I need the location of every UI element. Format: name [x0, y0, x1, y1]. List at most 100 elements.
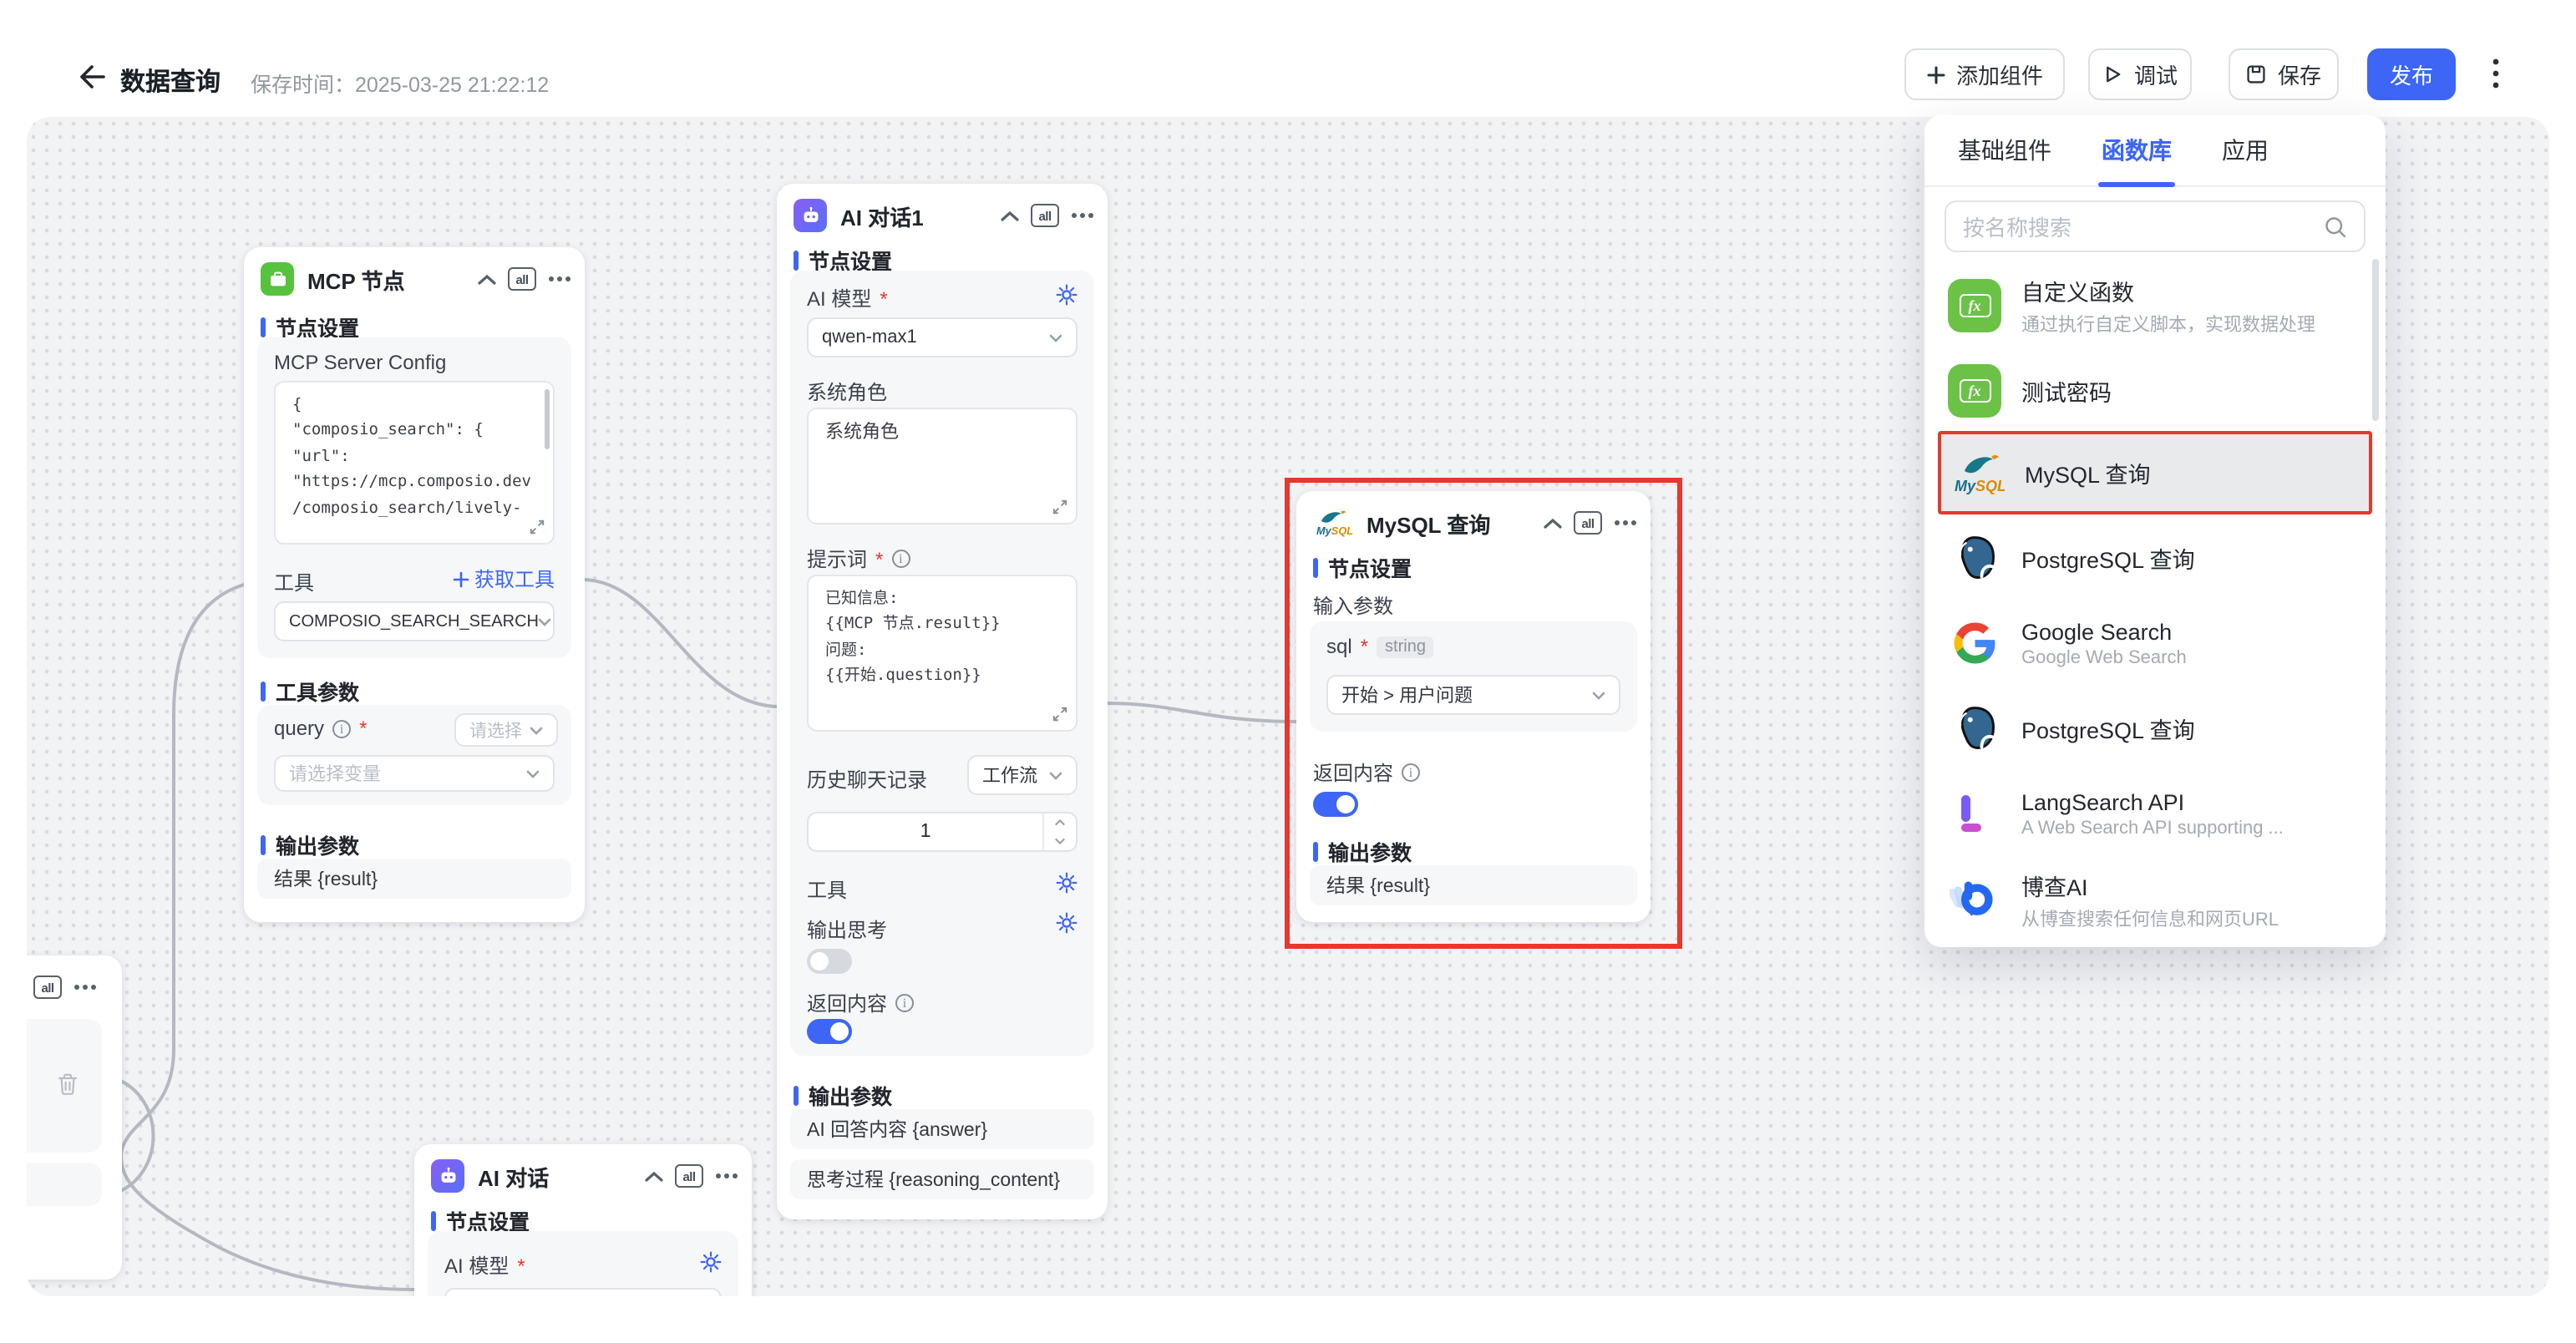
node-title: AI 对话1	[840, 205, 924, 230]
expand-icon[interactable]	[530, 519, 545, 535]
fx-icon: fx	[1948, 279, 2001, 332]
section-output-params: 输出参数	[261, 829, 359, 860]
panel-scrollbar[interactable]	[2372, 259, 2379, 421]
list-item-postgresql-query[interactable]: PostgreSQL 查询	[1938, 521, 2372, 595]
save-button[interactable]: 保存	[2229, 48, 2339, 100]
list-item-google-search[interactable]: Google Search Google Web Search	[1938, 601, 2372, 685]
ai-chat-icon	[431, 1159, 464, 1193]
fx-icon: fx	[1948, 364, 2001, 418]
history-mode-select[interactable]: 工作流	[967, 755, 1078, 795]
history-rounds-stepper[interactable]: 1	[807, 812, 1078, 852]
list-item-postgresql-query-2[interactable]: PostgreSQL 查询	[1938, 692, 2372, 765]
publish-button[interactable]: 发布	[2367, 48, 2456, 100]
list-item-test-password[interactable]: fx 测试密码	[1938, 354, 2372, 428]
search-icon	[2325, 216, 2346, 237]
svg-text:MySQL: MySQL	[1955, 478, 2005, 494]
gear-icon[interactable]	[1056, 912, 1078, 934]
stepper-down[interactable]	[1044, 832, 1076, 850]
thinking-toggle[interactable]	[807, 949, 852, 974]
output-result: 结果 {result}	[257, 859, 571, 899]
tab-applications[interactable]: 应用	[2222, 137, 2269, 164]
back-button[interactable]	[77, 63, 107, 99]
edge-left-hook	[115, 1077, 155, 1194]
stepper-up[interactable]	[1044, 813, 1076, 832]
svg-text:MySQL: MySQL	[1316, 525, 1353, 537]
mcp-config-textarea[interactable]: { "composio_search": { "url": "https://m…	[274, 381, 555, 545]
model-select[interactable]: qwen-max1	[807, 317, 1078, 357]
stepper-buttons[interactable]	[1042, 813, 1076, 850]
play-icon	[2107, 66, 2122, 83]
run-all-icon[interactable]: all	[1574, 511, 1602, 535]
plus-icon	[453, 570, 469, 587]
model-select[interactable]: qwen-max	[444, 1288, 722, 1296]
node-mysql-query[interactable]: MySQL MySQL 查询 all 节点设置 输入参数 sql * string…	[1296, 491, 1651, 922]
section-output-params: 输出参数	[1313, 835, 1412, 867]
tools-label: 工具	[274, 571, 315, 595]
node-more-icon[interactable]	[1614, 519, 1637, 526]
return-content-toggle[interactable]	[807, 1019, 852, 1044]
node-more-icon[interactable]	[548, 276, 571, 282]
expand-icon[interactable]	[1052, 707, 1067, 722]
tab-function-library[interactable]: 函数库	[2102, 137, 2172, 164]
top-bar: 数据查询 保存时间：2025-03-25 21:22:12 添加组件 调试 保存…	[0, 0, 2576, 117]
gear-icon[interactable]	[1056, 872, 1078, 894]
return-content-label: 返回内容 i	[807, 989, 915, 1017]
collapse-icon[interactable]	[645, 1170, 663, 1182]
ai2-settings-panel: AI 模型* qwen-max	[428, 1231, 738, 1296]
info-icon: i	[891, 550, 910, 568]
run-all-icon[interactable]: all	[675, 1164, 703, 1188]
prompt-textarea[interactable]: 已知信息: {{MCP 节点.result}} 问题: {{开始.questio…	[807, 575, 1078, 732]
back-arrow-icon	[80, 65, 105, 89]
list-item-bocha-ai[interactable]: 博查AI 从博查搜索任何信息和网页URL	[1938, 859, 2372, 942]
section-node-settings: 节点设置	[431, 1204, 530, 1236]
node-ai-chat[interactable]: AI 对话 all 节点设置 AI 模型* qwen-max	[414, 1144, 752, 1296]
run-all-icon[interactable]: all	[1031, 204, 1059, 227]
ai-chat-icon	[794, 199, 827, 232]
node-more-icon[interactable]	[74, 984, 97, 991]
component-library-panel: 基础组件 函数库 应用 按名称搜索 fx 自定义函数 通过执行自定义脚本，实现数据…	[1924, 115, 2386, 947]
node-more-icon[interactable]	[715, 1173, 738, 1179]
collapse-icon[interactable]	[1544, 517, 1562, 529]
node-header: MySQL MySQL 查询 all	[1313, 504, 1637, 541]
collapse-icon[interactable]	[1001, 210, 1019, 221]
active-tab-underline	[2098, 182, 2175, 187]
node-mcp[interactable]: MCP 节点 all 节点设置 MCP Server Config { "com…	[244, 247, 585, 922]
node-title: MCP 节点	[307, 268, 405, 293]
node-ai-chat-1[interactable]: AI 对话1 all 节点设置 AI 模型 * qwen-max1 系统	[777, 184, 1108, 1219]
gear-icon[interactable]	[1056, 284, 1078, 306]
query-source-select[interactable]: 请选择	[454, 713, 558, 747]
more-menu-button[interactable]	[2482, 52, 2509, 104]
chevron-down-icon	[1049, 333, 1062, 342]
tab-basic-components[interactable]: 基础组件	[1958, 137, 2051, 164]
add-component-button[interactable]: 添加组件	[1904, 48, 2065, 100]
mysql-icon: MySQL	[1951, 446, 2005, 499]
get-tools-link[interactable]: 获取工具	[453, 565, 555, 593]
tools-label: 工具	[807, 879, 848, 902]
node-partial-left[interactable]: all	[27, 955, 122, 1280]
list-item-mysql-query[interactable]: MySQL MySQL 查询	[1938, 431, 2372, 514]
run-all-icon[interactable]: all	[508, 267, 536, 291]
return-content-toggle[interactable]	[1313, 792, 1358, 817]
run-all-icon[interactable]: all	[33, 976, 62, 999]
model-label: AI 模型 *	[444, 1254, 525, 1278]
sql-variable-select[interactable]: 开始 > 用户问题	[1326, 675, 1620, 715]
mysql-node-highlight	[1285, 478, 1682, 949]
search-input[interactable]: 按名称搜索	[1945, 200, 2366, 252]
node-more-icon[interactable]	[1071, 212, 1094, 219]
gear-icon[interactable]	[700, 1251, 722, 1273]
collapse-icon[interactable]	[478, 273, 496, 285]
system-role-textarea[interactable]: 系统角色	[807, 408, 1078, 525]
postgresql-icon	[1948, 531, 2001, 585]
edge-mcp-to-ai1	[583, 578, 778, 708]
system-role-label: 系统角色	[807, 381, 888, 404]
query-variable-select[interactable]: 请选择变量	[274, 755, 555, 792]
ai1-settings-panel: AI 模型 * qwen-max1 系统角色 系统角色 提示词 * i	[790, 271, 1094, 1056]
textarea-scrollbar[interactable]	[545, 389, 550, 449]
debug-button[interactable]: 调试	[2088, 48, 2192, 100]
config-label: MCP Server Config	[274, 351, 447, 374]
expand-icon[interactable]	[1052, 499, 1067, 514]
empty-panel	[27, 1019, 102, 1153]
tool-select[interactable]: COMPOSIO_SEARCH_SEARCH	[274, 601, 555, 641]
list-item-custom-function[interactable]: fx 自定义函数 通过执行自定义脚本，实现数据处理	[1938, 264, 2372, 347]
list-item-langsearch-api[interactable]: LangSearch API A Web Search API supportin…	[1938, 772, 2372, 855]
